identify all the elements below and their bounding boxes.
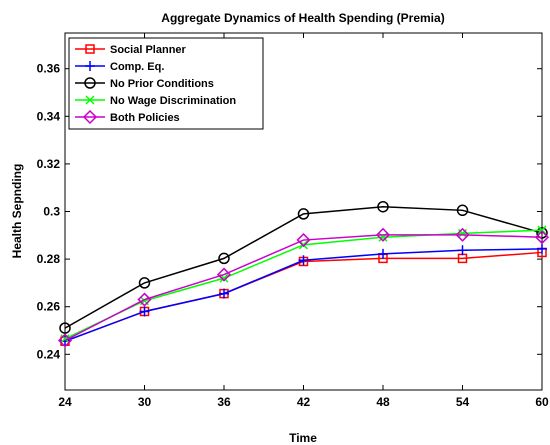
x-marker — [85, 95, 95, 105]
circle-marker — [59, 322, 71, 334]
diamond-marker — [296, 232, 311, 248]
diamond-marker — [137, 292, 152, 307]
legend-label: No Prior Conditions — [110, 78, 214, 90]
circle-marker — [377, 200, 389, 213]
legend-label: Both Policies — [110, 112, 180, 124]
plus-marker — [298, 255, 309, 266]
x-tick-label: 36 — [217, 395, 231, 409]
x-marker — [537, 225, 547, 235]
y-tick-label: 0.26 — [37, 300, 61, 314]
diamond-marker — [57, 333, 73, 348]
series-line — [64, 234, 543, 342]
x-tick-label: 48 — [376, 395, 390, 409]
legend-item: No Wage Discrimination — [75, 95, 236, 107]
circle-marker — [536, 227, 548, 239]
series-layer — [57, 200, 550, 348]
legend-label: No Wage Discrimination — [110, 95, 236, 107]
circle-marker — [84, 77, 96, 89]
legend-item: Both Policies — [75, 109, 180, 125]
series-2 — [59, 200, 548, 334]
circle-marker — [218, 252, 230, 265]
plus-marker — [85, 61, 95, 71]
x-tick-label: 30 — [138, 395, 152, 409]
diamond-marker — [216, 267, 232, 282]
legend-label: Comp. Eq. — [110, 61, 164, 73]
axis-ticks: 24 30 36 42 48 54 60 0.24 0.26 0.28 0.3 0.32 0.34 0.3… — [37, 33, 549, 409]
plus-marker — [219, 288, 229, 299]
legend-item: Comp. Eq. — [75, 61, 164, 73]
y-axis-label: Health Sepnding — [10, 164, 24, 259]
circle-marker — [138, 277, 151, 289]
circle-marker — [456, 204, 469, 217]
y-tick-label: 0.32 — [37, 157, 61, 171]
legend-item: Social Planner — [75, 44, 187, 56]
series-line — [64, 205, 543, 329]
circle-marker — [297, 208, 310, 220]
x-marker — [298, 240, 309, 250]
diamond-marker — [455, 227, 470, 242]
y-tick-label: 0.3 — [43, 205, 60, 219]
chart-title: Aggregate Dynamics of Health Spending (P… — [161, 11, 444, 25]
legend: Social Planner Comp. Eq. No Prior Conditio… — [68, 37, 264, 130]
diamond-marker — [82, 109, 98, 125]
series-4 — [57, 227, 550, 348]
y-tick-label: 0.24 — [37, 347, 61, 361]
x-tick-label: 42 — [297, 395, 311, 409]
x-tick-label: 24 — [58, 395, 72, 409]
y-tick-label: 0.36 — [37, 62, 61, 76]
plus-marker — [378, 248, 388, 259]
legend-item: No Prior Conditions — [75, 77, 214, 90]
x-tick-label: 54 — [456, 395, 470, 409]
square-marker — [85, 44, 95, 54]
diamond-marker — [534, 230, 550, 245]
x-tick-label: 60 — [535, 395, 549, 409]
x-axis-label: Time — [289, 431, 317, 445]
legend-label: Social Planner — [110, 44, 187, 56]
plus-marker — [457, 245, 468, 256]
plus-marker — [139, 306, 150, 317]
y-tick-label: 0.28 — [37, 252, 61, 266]
diamond-marker — [375, 227, 391, 242]
plus-marker — [537, 243, 547, 254]
y-tick-label: 0.34 — [37, 109, 61, 123]
